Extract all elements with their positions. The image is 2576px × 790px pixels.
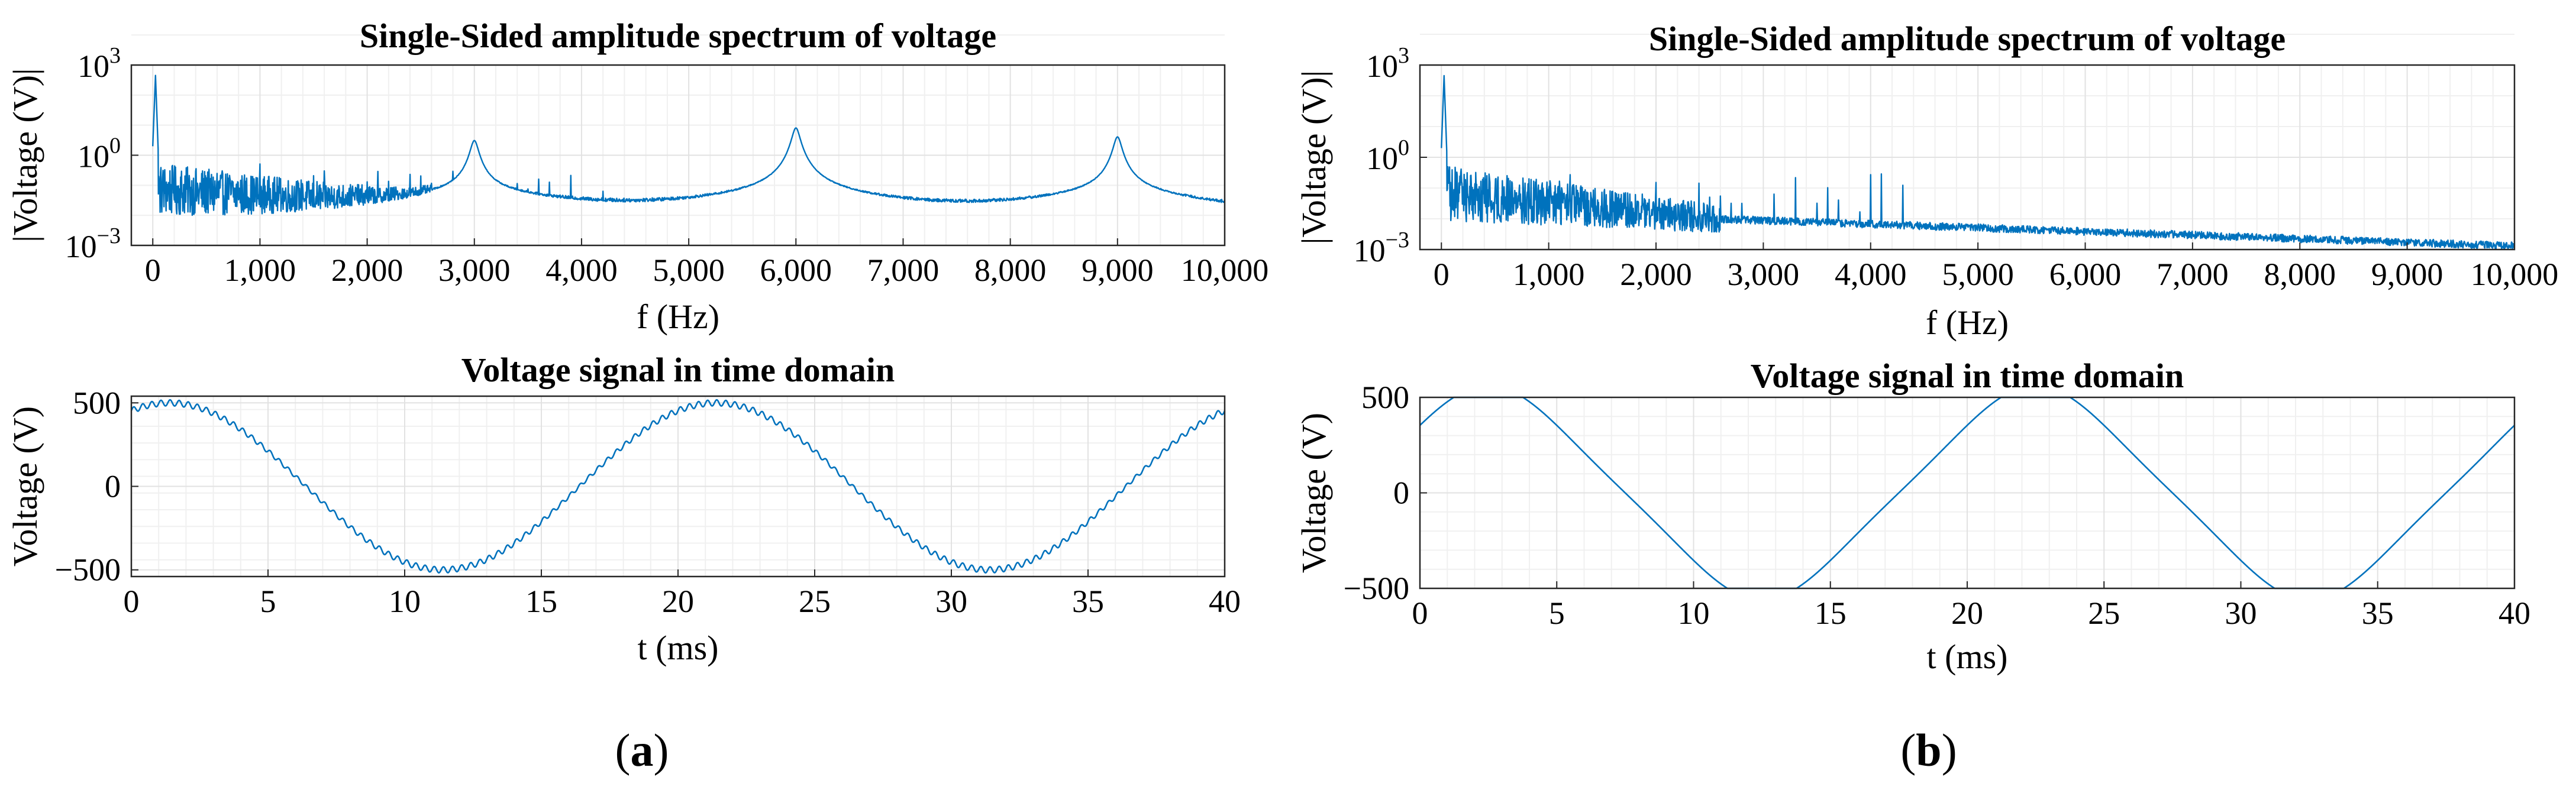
y-tick-label: 10−3 xyxy=(65,224,121,264)
x-tick-label: 6,000 xyxy=(2049,257,2122,292)
x-tick-label: 30 xyxy=(935,584,967,619)
y-tick-base: 10 xyxy=(78,139,109,174)
x-tick-label: 20 xyxy=(1951,595,1983,631)
x-tick-label: 40 xyxy=(1209,584,1241,619)
voltage-series-line xyxy=(130,399,1226,574)
x-tick-label: 10,000 xyxy=(2471,257,2559,292)
subfigure-label-a: (a) xyxy=(615,724,669,776)
x-axis-label: t (ms) xyxy=(638,629,719,667)
grid xyxy=(131,396,1225,577)
y-tick-exponent: 3 xyxy=(1398,43,1409,68)
y-tick-exponent: 0 xyxy=(109,134,121,158)
y-axis-label: Voltage (V) xyxy=(6,406,44,566)
x-tick-label: 7,000 xyxy=(867,252,940,288)
spectrum-series-line xyxy=(1441,75,2516,250)
subfigure-letter: b xyxy=(1916,724,1941,776)
x-tick-label: 4,000 xyxy=(1835,257,1907,292)
x-tick-label: 4,000 xyxy=(545,252,618,288)
y-tick-label: −500 xyxy=(55,552,121,588)
y-tick-label: 500 xyxy=(73,385,121,420)
x-tick-label: 3,000 xyxy=(1728,257,1800,292)
x-tick-label: 5 xyxy=(260,584,276,619)
x-tick-label: 0 xyxy=(145,252,161,288)
x-tick-label: 3,000 xyxy=(438,252,511,288)
y-tick-base: 10 xyxy=(1354,233,1386,268)
x-tick-label: 5,000 xyxy=(653,252,725,288)
x-tick-label: 5,000 xyxy=(1942,257,2014,292)
x-tick-label: 10 xyxy=(389,584,421,619)
x-axis-label: f (Hz) xyxy=(637,297,719,336)
x-tick-label: 1,000 xyxy=(1513,257,1585,292)
x-tick-label: 8,000 xyxy=(2264,257,2336,292)
y-tick-label: 0 xyxy=(105,469,121,504)
y-tick-base: 10 xyxy=(65,229,97,264)
x-tick-label: 25 xyxy=(799,584,831,619)
x-tick-label: 20 xyxy=(662,584,694,619)
y-tick-exponent: 0 xyxy=(1398,135,1409,160)
y-tick-base: 10 xyxy=(78,48,109,84)
y-axis-label: |Voltage (V)| xyxy=(6,68,44,242)
chart-title: Single-Sided amplitude spectrum of volta… xyxy=(360,17,996,55)
y-tick-label: −500 xyxy=(1344,571,1409,606)
x-axis-label: f (Hz) xyxy=(1926,303,2009,342)
x-tick-label: 5 xyxy=(1549,595,1565,631)
y-tick-exponent: −3 xyxy=(97,224,121,248)
chart-title: Voltage signal in time domain xyxy=(1751,357,2184,395)
y-axis-label: |Voltage (V)| xyxy=(1295,70,1333,244)
x-tick-label: 15 xyxy=(525,584,557,619)
x-tick-label: 25 xyxy=(2088,595,2120,631)
y-tick-base: 10 xyxy=(1366,141,1398,176)
y-tick-label: 10−3 xyxy=(1354,228,1409,268)
y-tick-label: 500 xyxy=(1361,380,1409,415)
y-tick-exponent: 3 xyxy=(109,43,121,68)
x-tick-label: 9,000 xyxy=(1082,252,1154,288)
x-tick-label: 7,000 xyxy=(2157,257,2229,292)
subfigure-label-b: (b) xyxy=(1900,724,1957,776)
x-tick-label: 10,000 xyxy=(1181,252,1269,288)
x-tick-label: 2,000 xyxy=(1620,257,1692,292)
y-tick-label: 100 xyxy=(1366,135,1409,176)
x-tick-label: 10 xyxy=(1678,595,1710,631)
x-tick-label: 35 xyxy=(2362,595,2394,631)
spectrum-chart-b-spectrum: 0 1,000 2,000 3,000 4,000 5,000 6,000 7,000 8,00… xyxy=(1295,20,2558,342)
x-tick-label: 40 xyxy=(2498,595,2530,631)
x-tick-label: 0 xyxy=(124,584,140,619)
x-tick-label: 2,000 xyxy=(331,252,403,288)
y-tick-base: 10 xyxy=(1366,48,1398,84)
y-tick-exponent: −3 xyxy=(1386,228,1409,252)
y-tick-label: 0 xyxy=(1393,475,1409,511)
x-tick-label: 30 xyxy=(2225,595,2257,631)
x-axis-label: t (ms) xyxy=(1927,637,2008,676)
y-tick-label: 103 xyxy=(78,43,121,84)
chart-title: Single-Sided amplitude spectrum of volta… xyxy=(1649,20,2286,58)
x-tick-label: 15 xyxy=(1815,595,1847,631)
x-tick-label: 0 xyxy=(1434,257,1450,292)
x-tick-label: 1,000 xyxy=(224,252,296,288)
spectrum-series-line xyxy=(152,75,1226,216)
x-tick-label: 0 xyxy=(1412,595,1428,631)
chart-title: Voltage signal in time domain xyxy=(461,351,895,389)
x-tick-label: 35 xyxy=(1072,584,1104,619)
subfigure-letter: a xyxy=(631,724,654,776)
x-tick-label: 6,000 xyxy=(760,252,832,288)
y-tick-label: 103 xyxy=(1366,43,1409,84)
y-tick-label: 100 xyxy=(78,134,121,174)
y-axis-label: Voltage (V) xyxy=(1295,413,1333,573)
spectrum-chart-a-spectrum: 0 1,000 2,000 3,000 4,000 5,000 6,000 7,000 8,00… xyxy=(6,17,1268,336)
x-tick-label: 9,000 xyxy=(2371,257,2443,292)
x-tick-label: 8,000 xyxy=(974,252,1047,288)
